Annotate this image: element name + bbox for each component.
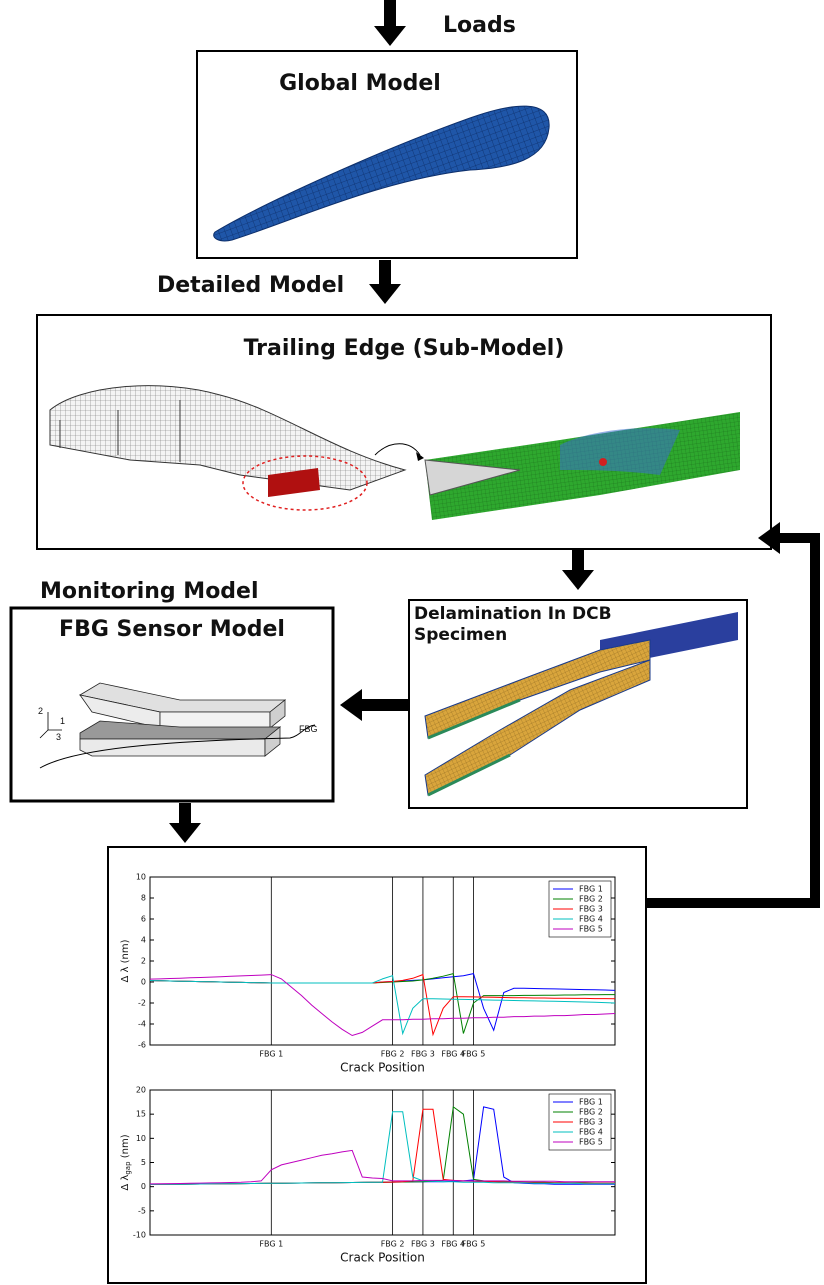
y-tick-label: -5 [138, 1206, 146, 1215]
series-line [149, 1149, 615, 1185]
y-axis-label-unit: (nm) [120, 1134, 131, 1161]
sensor-sketch [39, 682, 316, 769]
series-line [149, 975, 616, 1036]
x-axis-label: Crack Position [340, 1251, 425, 1265]
global-model-title: Global Model [279, 71, 441, 96]
delamination-title-wrap: Delamination In DCB Specimen [414, 604, 612, 645]
y-tick-label: 4 [141, 936, 146, 945]
y-tick-label: 0 [141, 978, 146, 987]
sub-model-title: Trailing Edge (Sub-Model) [244, 336, 565, 361]
sensor-model-title: FBG Sensor Model [59, 617, 285, 642]
y-tick-label: -10 [133, 1231, 146, 1240]
y-tick-label: 2 [141, 957, 146, 966]
y-tick-label: 0 [141, 1182, 146, 1191]
y-tick-label: 10 [136, 873, 146, 882]
y-axis-label: Δ λ (nm) [120, 939, 131, 982]
legend-label: FBG 4 [579, 915, 603, 924]
y-tick-label: 15 [136, 1110, 146, 1119]
delamination-title: Delamination In DCB Specimen [414, 604, 612, 645]
legend-label: FBG 4 [579, 1128, 603, 1137]
y-axis-label-main: Δ λ (nm) [120, 939, 131, 982]
x-tick-label: FBG 4 [441, 1240, 465, 1249]
axis-label: 2 [38, 706, 43, 716]
series-line [149, 1111, 615, 1185]
dcb-image [424, 612, 738, 797]
y-tick-label: 20 [136, 1086, 146, 1095]
x-tick-label: FBG 5 [462, 1050, 486, 1059]
y-tick-label: -2 [138, 999, 146, 1008]
x-tick-label: FBG 3 [411, 1050, 435, 1059]
axis-label: 1 [60, 716, 65, 726]
plot-frame [149, 1089, 616, 1236]
arrow [169, 803, 201, 843]
arrow [340, 689, 409, 721]
x-tick-label: FBG 3 [411, 1240, 435, 1249]
y-axis-label-main: Δ λ [120, 1175, 131, 1191]
x-tick-label: FBG 1 [259, 1240, 283, 1249]
axis-label: 3 [56, 732, 61, 742]
x-axis-label: Crack Position [340, 1061, 425, 1075]
fe-model-image [424, 412, 740, 520]
arrow [562, 550, 594, 590]
x-tick-label: FBG 2 [381, 1050, 405, 1059]
x-tick-label: FBG 4 [441, 1050, 465, 1059]
legend-label: FBG 5 [579, 925, 603, 934]
blade-image [213, 105, 550, 242]
arrow [374, 0, 406, 46]
y-tick-label: 10 [136, 1134, 146, 1143]
fiber-label: FBG [299, 724, 318, 734]
plot-frame [149, 876, 616, 1046]
trailing-edge-image [49, 385, 424, 511]
y-tick-label: 6 [141, 915, 146, 924]
legend-label: FBG 1 [579, 885, 603, 894]
monitoring-model-title: Monitoring Model [40, 579, 259, 604]
y-tick-label: -6 [138, 1041, 146, 1050]
legend-label: FBG 1 [579, 1098, 603, 1107]
legend-label: FBG 2 [579, 895, 603, 904]
legend-label: FBG 3 [579, 1118, 603, 1127]
x-tick-label: FBG 2 [381, 1240, 405, 1249]
feedback-arrow [646, 522, 820, 908]
y-tick-label: 8 [141, 894, 146, 903]
x-tick-label: FBG 1 [259, 1050, 283, 1059]
y-tick-label: -4 [138, 1020, 146, 1029]
legend-label: FBG 3 [579, 905, 603, 914]
x-tick-label: FBG 5 [462, 1240, 486, 1249]
series-line [149, 974, 616, 1037]
detailed-model-label: Detailed Model [157, 273, 344, 298]
y-axis-label-subscript: gap [124, 1161, 132, 1175]
y-axis-label: Δ λgap (nm) [120, 1134, 132, 1190]
loads-label: Loads [443, 13, 516, 38]
y-tick-label: 5 [141, 1158, 146, 1167]
legend-label: FBG 5 [579, 1138, 603, 1147]
arrow [369, 260, 401, 304]
legend-label: FBG 2 [579, 1108, 603, 1117]
